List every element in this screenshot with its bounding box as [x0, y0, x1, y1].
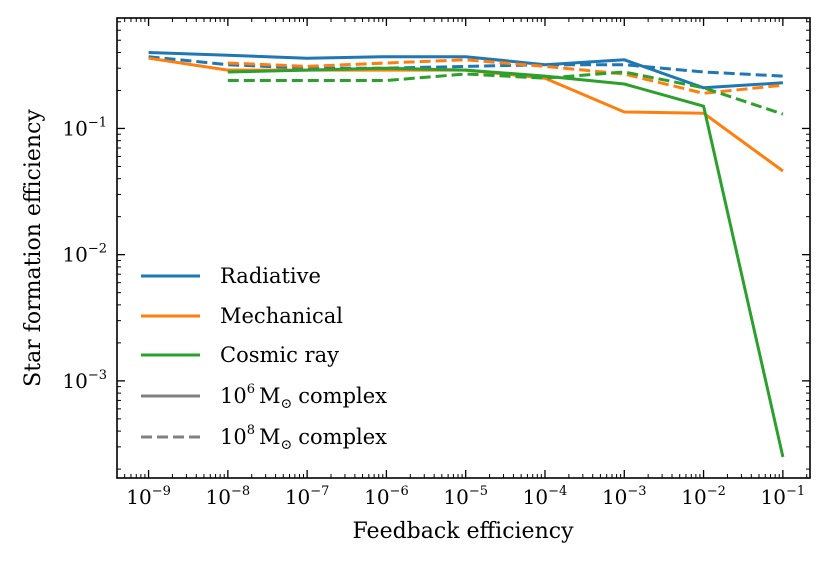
- legend-label: Cosmic ray: [220, 343, 339, 367]
- x-tick-label: 10−9: [126, 484, 171, 509]
- legend-label: 108 M⊙ complex: [220, 423, 387, 453]
- y-tick-label: 10−1: [62, 115, 107, 140]
- x-tick-labels: 10−9 10−8 10−7 10−6 10−5 10−4 10−3 10−2 10−1: [126, 484, 805, 509]
- x-tick-label: 10−6: [364, 484, 409, 509]
- x-tick-label: 10−8: [206, 484, 251, 509]
- radiative-1e8-dashed-line: [148, 55, 783, 78]
- x-tick-label: 10−2: [681, 484, 726, 509]
- data-series: [148, 51, 785, 458]
- x-tick-label: 10−4: [523, 484, 568, 509]
- y-tick-label: 10−3: [62, 368, 107, 393]
- y-axis-label: Star formation efficiency: [21, 109, 46, 387]
- mechanical-1e8-dashed-line: [227, 58, 784, 95]
- legend-label: Mechanical: [220, 304, 343, 328]
- x-tick-label: 10−7: [285, 484, 330, 509]
- x-tick-label: 10−5: [443, 484, 488, 509]
- major-ticks: [117, 18, 810, 478]
- legend-label: Radiative: [220, 264, 321, 288]
- legend: Radiative Mechanical Cosmic ray 106 M⊙ comple…: [141, 264, 387, 453]
- y-tick-label: 10−2: [62, 242, 107, 267]
- cosmic-ray-1e6-solid-line: [227, 66, 785, 458]
- x-tick-label: 10−3: [602, 484, 647, 509]
- radiative-1e6-solid-line: [148, 51, 783, 90]
- x-tick-label: 10−1: [761, 484, 806, 509]
- y-tick-labels: 10−3 10−2 10−1: [62, 115, 107, 392]
- plot-frame: [116, 17, 811, 479]
- x-axis-label: Feedback efficiency: [352, 519, 574, 544]
- legend-label: 106 M⊙ complex: [220, 382, 387, 412]
- cosmic-ray-1e8-dashed-line: [227, 70, 784, 116]
- plot-background: [117, 18, 810, 478]
